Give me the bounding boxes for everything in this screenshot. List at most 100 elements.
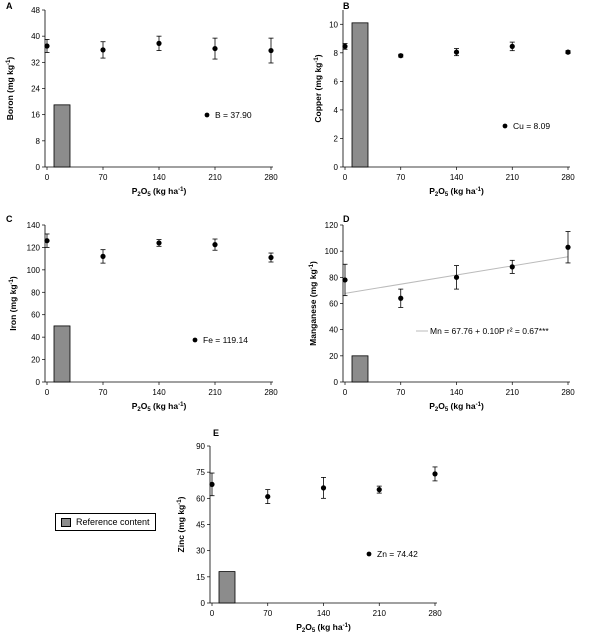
panel-a: A 0 8 16 24 32 40 48 0 70 140 210 280 B = 37.90 Boron … — [5, 1, 278, 198]
reference-bar-a — [53, 104, 71, 168]
x-tick-label-e: 210 — [373, 609, 387, 618]
x-tick-label-e: 280 — [428, 609, 442, 618]
data-point-b — [453, 49, 460, 55]
y-tick-label-b: 10 — [329, 20, 338, 29]
y-tick-label-d: 120 — [325, 221, 339, 230]
data-point-c — [44, 238, 50, 244]
data-point-a — [44, 43, 50, 49]
data-point-e — [209, 481, 215, 487]
y-tick-label-d: 60 — [329, 300, 338, 309]
data-point-c — [212, 242, 218, 248]
x-tick-label-d: 280 — [561, 388, 575, 397]
reference-bar-e — [218, 571, 236, 604]
x-axis-title-c: P2O5 (kg ha-1) — [132, 401, 187, 413]
y-axis-title-c: Iron (mg kg-1) — [8, 276, 18, 331]
data-point-d — [509, 264, 515, 270]
x-tick-label-d: 0 — [343, 388, 348, 397]
legend-label: Reference content — [76, 517, 150, 527]
x-tick-label-b: 70 — [396, 173, 405, 182]
y-tick-label-d: 0 — [334, 378, 339, 387]
annotation-b: Cu = 8.09 — [513, 121, 550, 131]
panel-label-a: A — [6, 1, 13, 11]
x-tick-label-c: 280 — [264, 388, 278, 397]
y-tick-label-e: 60 — [196, 494, 205, 503]
annotation-dot-a — [204, 112, 210, 118]
data-point-a — [268, 47, 274, 54]
data-point-e — [376, 487, 382, 493]
y-tick-label-d: 40 — [329, 326, 338, 335]
x-tick-label-e: 70 — [263, 609, 272, 618]
y-tick-label-a: 48 — [31, 6, 40, 15]
x-tick-label-b: 0 — [343, 173, 348, 182]
data-point-c — [268, 254, 274, 261]
y-tick-label-b: 4 — [334, 106, 339, 115]
x-tick-label-a: 280 — [264, 173, 278, 182]
x-axis-title-a: P2O5 (kg ha-1) — [132, 186, 187, 198]
x-tick-label-c: 140 — [152, 388, 166, 397]
annotation-dot-c — [192, 337, 198, 343]
reference-bar-d — [351, 355, 369, 383]
x-tick-label-d: 70 — [396, 388, 405, 397]
y-tick-label-b: 8 — [334, 49, 339, 58]
x-tick-label-c: 70 — [99, 388, 108, 397]
y-tick-label-e: 90 — [196, 442, 205, 451]
data-point-e — [265, 493, 271, 500]
data-point-c — [100, 253, 106, 259]
y-tick-label-c: 140 — [27, 221, 41, 230]
y-tick-label-c: 80 — [31, 288, 40, 297]
data-point-a — [100, 47, 106, 53]
x-axis-title-b: P2O5 (kg ha-1) — [429, 186, 484, 198]
data-point-d — [565, 244, 571, 250]
data-point-a — [156, 40, 162, 46]
annotation-c: Fe = 119.14 — [203, 335, 248, 345]
legend: Reference content — [55, 513, 156, 531]
y-axis-title-a: Boron (mg kg-1) — [5, 57, 15, 121]
data-point-d — [342, 277, 348, 283]
y-tick-label-c: 0 — [36, 378, 41, 387]
data-point-b — [509, 43, 515, 49]
y-tick-label-c: 20 — [31, 356, 40, 365]
y-tick-label-b: 0 — [334, 163, 339, 172]
y-axis-title-e: Zinc (mg kg-1) — [176, 496, 186, 552]
y-tick-label-a: 8 — [36, 137, 41, 146]
y-tick-label-d: 20 — [329, 352, 338, 361]
x-tick-label-d: 210 — [506, 388, 520, 397]
x-tick-label-e: 0 — [210, 609, 215, 618]
panel-c: C 0 20 40 60 80 100 120 140 0 70 140 210 280 Fe = 119.… — [6, 214, 278, 413]
panel-label-d: D — [343, 214, 350, 224]
x-tick-label-a: 70 — [99, 173, 108, 182]
y-tick-label-a: 16 — [31, 111, 40, 120]
panel-label-e: E — [213, 428, 219, 438]
data-point-b — [565, 49, 571, 55]
x-tick-label-c: 210 — [208, 388, 222, 397]
annotation-e: Zn = 74.42 — [377, 549, 418, 559]
y-tick-label-e: 75 — [196, 468, 205, 477]
data-point-b — [398, 53, 404, 59]
y-tick-label-a: 24 — [31, 85, 40, 94]
y-tick-label-b: 6 — [334, 77, 339, 86]
reference-bar-b — [351, 22, 369, 168]
y-tick-label-c: 100 — [27, 266, 41, 275]
data-point-d — [453, 274, 460, 280]
data-point-d — [398, 295, 404, 301]
y-tick-label-a: 32 — [31, 58, 40, 67]
y-axis-title-d: Manganese (mg kg-1) — [308, 261, 318, 346]
y-tick-label-e: 45 — [196, 521, 205, 530]
y-tick-label-a: 0 — [36, 163, 41, 172]
reference-bar-c — [53, 325, 71, 383]
annotation-d: Mn = 67.76 + 0.10P r² = 0.67*** — [430, 326, 549, 336]
x-axis-title-d: P2O5 (kg ha-1) — [429, 401, 484, 413]
x-tick-label-a: 140 — [152, 173, 166, 182]
legend-swatch — [61, 517, 71, 527]
y-tick-label-b: 2 — [334, 134, 339, 143]
x-tick-label-a: 210 — [208, 173, 222, 182]
panel-b: B 0 2 4 6 8 10 0 70 140 210 280 Cu = 8.09 Copper (mg … — [313, 1, 575, 198]
y-tick-label-d: 100 — [325, 247, 339, 256]
y-tick-label-c: 40 — [31, 333, 40, 342]
annotation-dot-b — [502, 123, 508, 129]
y-tick-label-d: 80 — [329, 273, 338, 282]
x-tick-label-b: 140 — [450, 173, 464, 182]
x-tick-label-c: 0 — [45, 388, 50, 397]
data-point-b — [342, 43, 348, 49]
